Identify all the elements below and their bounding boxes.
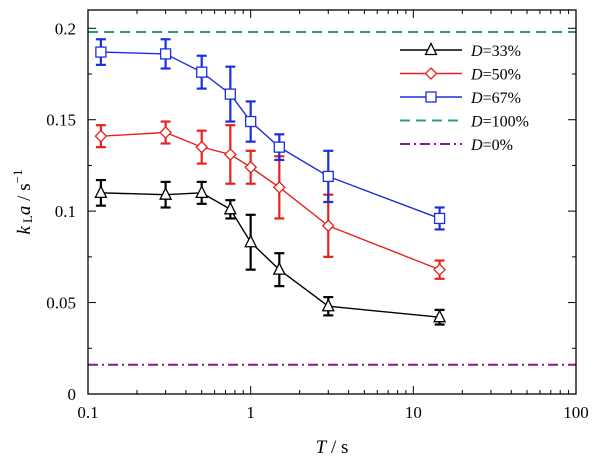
data-point: [322, 170, 334, 183]
y-tick-label: 0: [68, 385, 77, 404]
legend-label-value: =67%: [483, 90, 521, 107]
y-tick-label: 0.05: [46, 294, 76, 313]
plot-content: [88, 30, 576, 366]
data-point: [433, 263, 447, 277]
data-point: [196, 66, 208, 78]
legend-entry: D=0%: [400, 137, 513, 154]
data-point: [272, 261, 286, 275]
legend-entry: D=100%: [400, 114, 529, 131]
legend-entry: D=50%: [400, 67, 521, 84]
series-D=50%: [94, 120, 447, 280]
data-point: [321, 298, 335, 312]
legend-label-variable: D: [470, 43, 483, 60]
tick-labels: 0.1 1 10 100 0 0.05 0.1 0.15 0.2: [46, 19, 589, 422]
axis-ticks: [87, 10, 577, 395]
y-axis-subscript: L: [20, 215, 35, 223]
y-tick-label: 0.15: [46, 111, 76, 130]
y-axis-variable-a: a: [14, 206, 35, 216]
legend-label-variable: D: [470, 90, 483, 107]
x-tick-label: 10: [405, 403, 422, 422]
series-D=67%: [95, 38, 446, 231]
data-point: [433, 212, 446, 225]
data-point: [223, 148, 237, 161]
legend-label-variable: D: [470, 137, 483, 154]
legend-marker: [424, 42, 438, 56]
data-point: [224, 88, 236, 100]
y-axis-title: kLa / s−1: [10, 170, 35, 235]
y-tick-label: 0.1: [55, 202, 76, 221]
data-point: [272, 180, 286, 194]
legend: D=33%D=50%D=67%D=100%D=0%: [400, 42, 529, 154]
data-point: [94, 184, 108, 199]
data-point: [245, 115, 257, 128]
legend-label: D=50%: [470, 67, 521, 84]
legend-label: D=0%: [470, 137, 513, 154]
x-axis-unit: / s: [326, 437, 348, 458]
data-point: [223, 201, 237, 215]
data-point: [94, 129, 108, 143]
data-point: [159, 186, 173, 200]
data-point: [159, 126, 173, 139]
y-axis-unit: / s: [14, 183, 35, 205]
series-line: [100, 131, 440, 271]
legend-label-value: =50%: [483, 67, 521, 84]
series-line: [100, 192, 440, 318]
data-point: [244, 234, 258, 248]
legend-entry: D=33%: [400, 42, 521, 60]
x-tick-label: 0.1: [77, 403, 98, 422]
data-point: [195, 184, 209, 199]
data-point: [195, 140, 209, 154]
series-line: [100, 51, 440, 220]
legend-label-value: =100%: [483, 114, 529, 131]
y-tick-label: 0.2: [55, 19, 76, 38]
plot-frame: [87, 9, 577, 395]
data-point: [433, 309, 447, 323]
data-point: [159, 48, 172, 60]
data-point: [244, 160, 258, 174]
x-tick-label: 1: [246, 403, 255, 422]
legend-label-value: =33%: [483, 43, 521, 60]
legend-marker: [424, 67, 438, 80]
y-axis-variable-k: k: [14, 225, 35, 234]
x-axis-variable: T: [316, 437, 328, 458]
legend-label: D=67%: [470, 90, 521, 107]
legend-label-value: =0%: [483, 137, 513, 154]
legend-marker: [425, 91, 437, 103]
legend-label-variable: D: [470, 67, 483, 84]
data-point: [273, 141, 285, 153]
data-point: [321, 219, 335, 233]
y-axis-superscript: −1: [10, 170, 25, 184]
x-tick-label: 100: [563, 403, 589, 422]
series-D=33%: [94, 178, 447, 326]
legend-label-variable: D: [470, 114, 483, 131]
x-axis-title: T / s: [316, 437, 349, 458]
legend-entry: D=67%: [400, 90, 521, 107]
legend-label: D=100%: [470, 114, 529, 131]
data-point: [95, 46, 107, 58]
legend-label: D=33%: [470, 43, 521, 60]
